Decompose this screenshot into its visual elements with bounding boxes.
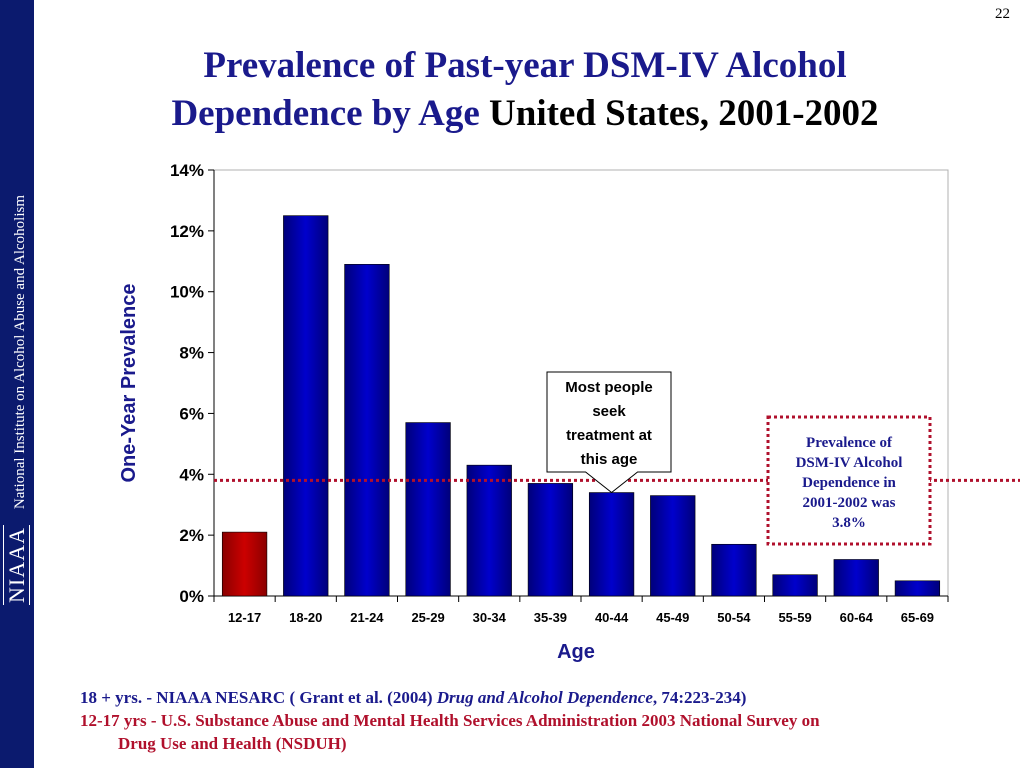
y-tick-label: 4% — [179, 465, 204, 484]
annotation-text: 3.8% — [832, 515, 866, 531]
annotation-text: Dependence in — [802, 475, 896, 491]
footnote-nesarc-prefix: 18 + yrs. - NIAAA NESARC ( Grant et al. … — [80, 688, 437, 707]
x-axis-label: Age — [557, 641, 595, 663]
title-line2: Dependence by Age — [171, 93, 480, 134]
annotation-text: DSM-IV Alcohol — [796, 455, 903, 471]
y-tick-label: 6% — [179, 404, 204, 423]
callout-box — [546, 371, 672, 494]
x-tick-label: 40-44 — [595, 610, 629, 625]
x-tick-label: 25-29 — [411, 610, 444, 625]
callout-text: Most people — [565, 379, 653, 396]
footnote-journal: Drug and Alcohol Dependence — [436, 688, 653, 707]
x-tick-label: 18-20 — [289, 610, 322, 625]
annotation-text: Prevalence of — [806, 435, 893, 451]
y-tick-label: 14% — [170, 161, 204, 180]
bar-50-54 — [711, 543, 757, 597]
callout-text: seek — [592, 403, 626, 420]
footnotes: 18 + yrs. - NIAAA NESARC ( Grant et al. … — [80, 686, 980, 755]
x-tick-label: 65-69 — [901, 610, 934, 625]
callout-text: this age — [581, 451, 638, 468]
y-tick-label: 0% — [179, 587, 204, 606]
annotation-text: 2001-2002 was — [803, 495, 896, 511]
annotation-box — [766, 415, 932, 546]
bar-65-69 — [894, 580, 941, 597]
y-axis-label: One-Year Prevalence — [118, 283, 140, 482]
x-tick-label: 45-49 — [656, 610, 689, 625]
slide-number: 22 — [995, 6, 1010, 22]
x-tick-label: 21-24 — [350, 610, 384, 625]
bar-30-34 — [466, 464, 512, 597]
x-tick-label: 50-54 — [717, 610, 751, 625]
y-tick-label: 8% — [179, 344, 204, 363]
footnote-nsduh-cont: Drug Use and Health (NSDUH) — [118, 734, 347, 753]
bar-12-17 — [221, 531, 268, 597]
footnote-nsduh: 12-17 yrs - U.S. Substance Abuse and Men… — [80, 711, 820, 730]
footnote-nesarc-suffix: , 74:223-234) — [652, 688, 747, 707]
bar-40-44 — [588, 492, 635, 597]
footnote-nesarc: 18 + yrs. - NIAAA NESARC ( Grant et al. … — [80, 686, 980, 709]
x-tick-label: 12-17 — [228, 610, 261, 625]
x-tick-label: 55-59 — [778, 610, 811, 625]
x-tick-label: 35-39 — [534, 610, 567, 625]
slide-title: Prevalence of Past-year DSM-IV Alcohol D… — [60, 42, 990, 138]
callout-text: treatment at — [566, 427, 652, 444]
bar-25-29 — [405, 422, 451, 597]
y-tick-label: 12% — [170, 222, 204, 241]
bar-60-64 — [833, 559, 879, 597]
x-tick-label: 60-64 — [840, 610, 874, 625]
y-tick-label: 10% — [170, 283, 204, 302]
bar-35-39 — [527, 483, 574, 597]
bar-45-49 — [650, 495, 696, 597]
bar-55-59 — [772, 574, 818, 597]
title-line1: Prevalence of Past-year DSM-IV Alcohol — [203, 45, 847, 86]
sidebar: NIAAANational Institute on Alcohol Abuse… — [0, 0, 34, 768]
bar-21-24 — [344, 264, 390, 597]
bar-18-20 — [283, 215, 329, 597]
x-tick-label: 30-34 — [473, 610, 507, 625]
title-subtitle: United States, 2001-2002 — [489, 93, 879, 134]
y-tick-label: 2% — [179, 526, 204, 545]
